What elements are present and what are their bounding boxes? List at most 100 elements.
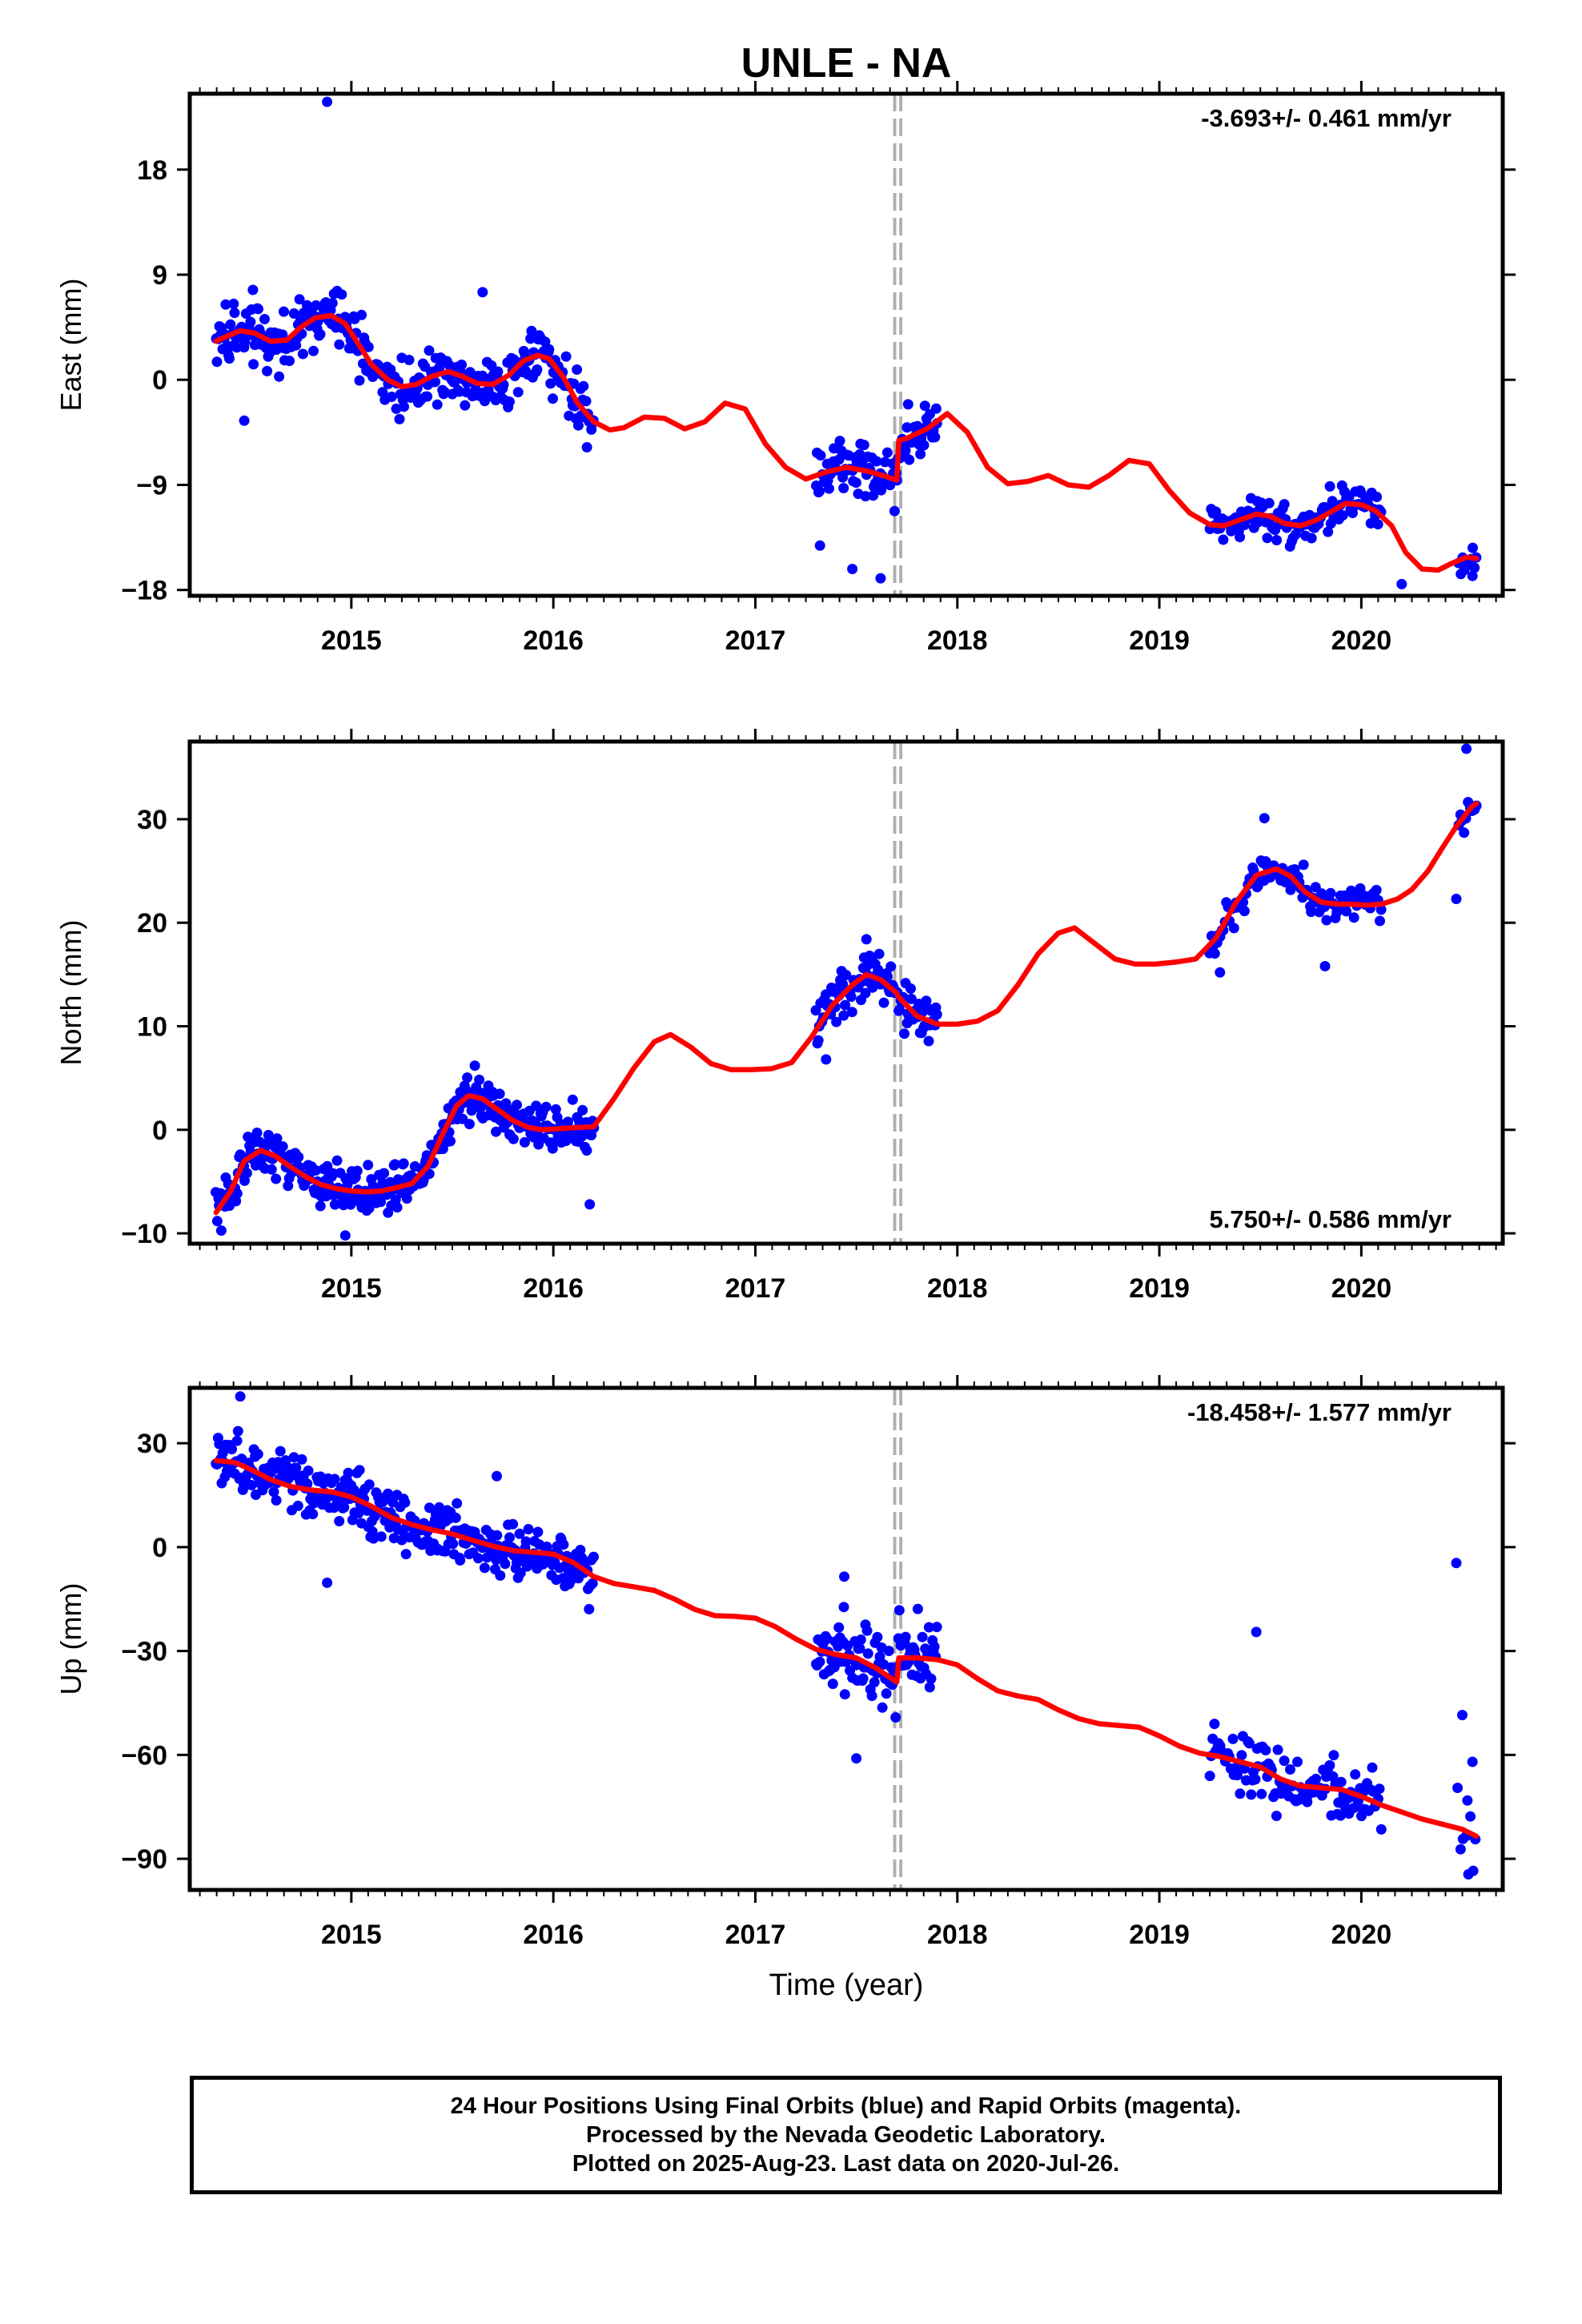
data-point	[474, 1074, 485, 1085]
data-point	[271, 1495, 282, 1506]
data-point	[1228, 923, 1239, 934]
data-point	[531, 1100, 542, 1112]
data-point	[821, 1634, 833, 1645]
data-point	[292, 1500, 303, 1511]
data-point	[890, 1712, 901, 1723]
data-point	[1324, 480, 1335, 492]
data-point	[1465, 1811, 1476, 1822]
data-point	[578, 380, 589, 392]
data-point	[838, 1602, 849, 1613]
data-point	[1371, 492, 1383, 502]
data-point	[855, 1634, 866, 1645]
data-point	[824, 483, 834, 494]
data-point	[838, 483, 849, 493]
chart-title: UNLE - NA	[741, 40, 952, 86]
data-point	[277, 329, 288, 340]
data-point	[354, 375, 365, 386]
data-point	[508, 1133, 519, 1144]
data-point	[492, 1530, 503, 1541]
data-point	[271, 1173, 282, 1184]
data-point	[1348, 912, 1359, 923]
y-tick-label: 30	[137, 1429, 167, 1459]
data-point	[1371, 884, 1382, 895]
data-point	[919, 400, 930, 412]
data-point	[343, 1467, 354, 1478]
y-tick-label: 18	[137, 155, 167, 186]
data-point	[472, 1553, 484, 1564]
x-tick-label: 2020	[1331, 625, 1392, 656]
data-point	[307, 1509, 319, 1520]
data-point	[834, 436, 845, 447]
data-point	[869, 1677, 880, 1688]
data-point	[918, 440, 930, 451]
data-point	[831, 1016, 842, 1027]
x-tick-label: 2015	[321, 1273, 382, 1304]
data-point	[915, 448, 926, 460]
data-point	[456, 360, 468, 370]
data-point	[1279, 1755, 1290, 1767]
data-point	[1250, 1774, 1261, 1785]
data-point	[491, 1126, 501, 1137]
x-tick-label: 2018	[927, 1920, 988, 1950]
data-point	[271, 1133, 283, 1144]
data-point	[284, 356, 295, 367]
data-point	[839, 1571, 849, 1582]
y-tick-label: −60	[121, 1740, 167, 1771]
data-point	[494, 1088, 505, 1100]
data-point	[1256, 1788, 1267, 1799]
data-point	[241, 1168, 252, 1179]
data-point	[1323, 526, 1334, 537]
data-point	[902, 399, 913, 410]
data-point	[217, 1448, 228, 1459]
data-point	[247, 284, 259, 296]
data-point	[815, 450, 826, 461]
x-tick-label: 2018	[927, 625, 988, 656]
data-point	[827, 1679, 838, 1690]
data-point	[912, 1603, 923, 1614]
data-point	[1375, 1823, 1387, 1835]
data-point	[838, 1010, 849, 1021]
data-point	[584, 1199, 596, 1210]
data-point	[231, 1188, 243, 1199]
data-point	[394, 413, 405, 424]
data-point	[246, 1480, 257, 1490]
data-point	[363, 1479, 375, 1490]
data-point	[329, 1199, 340, 1210]
data-point	[445, 1136, 456, 1147]
data-point	[1251, 1626, 1262, 1638]
data-point	[229, 308, 240, 319]
data-point	[322, 1160, 333, 1172]
data-point	[512, 387, 524, 398]
data-point	[450, 1512, 461, 1523]
data-point	[1306, 533, 1317, 544]
data-layer	[211, 1391, 1481, 1880]
data-point	[480, 396, 490, 407]
data-point	[858, 440, 869, 451]
data-point	[327, 298, 338, 308]
data-point	[1292, 1756, 1303, 1767]
data-point	[288, 308, 299, 319]
data-point	[401, 1193, 412, 1204]
data-point	[211, 356, 223, 368]
data-point	[881, 447, 893, 458]
data-point	[861, 934, 872, 945]
data-point	[1260, 1745, 1271, 1755]
x-tick-label: 2020	[1331, 1273, 1392, 1304]
data-point	[424, 345, 435, 356]
data-point	[391, 1202, 403, 1213]
data-point	[833, 454, 845, 465]
data-point	[878, 997, 889, 1008]
data-point	[492, 1470, 502, 1482]
data-point	[227, 1444, 237, 1455]
data-point	[905, 993, 917, 1004]
data-point	[248, 359, 259, 370]
data-point	[924, 1682, 935, 1693]
data-point	[477, 287, 488, 298]
data-point	[877, 1702, 888, 1713]
data-point	[572, 364, 583, 375]
y-tick-label: −9	[136, 470, 167, 501]
data-point	[277, 1141, 288, 1152]
data-point	[841, 970, 852, 980]
data-point	[283, 1180, 294, 1192]
panel-3: 30 0 −30 −60 −90 2015 2016 2017 2018 2019 2020 Up (…	[54, 1375, 1516, 2002]
